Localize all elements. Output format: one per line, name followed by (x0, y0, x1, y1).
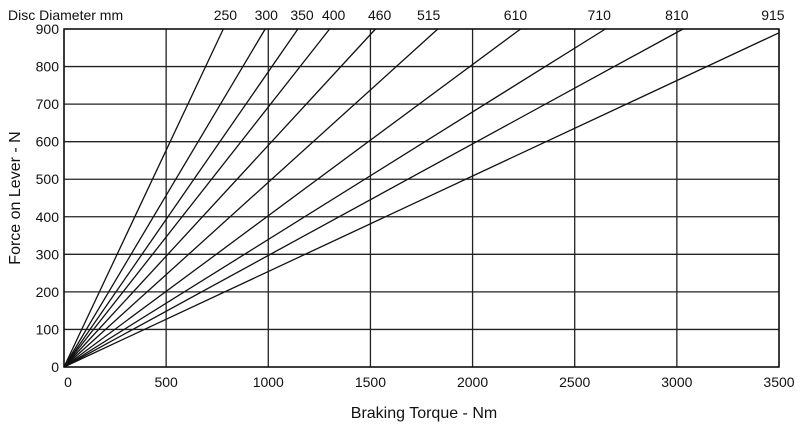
x-tick-labels: 0 500 1000 1500 2000 2500 3000 3500 (64, 374, 795, 390)
y-tick-label: 0 (51, 359, 59, 375)
y-tick-label: 600 (36, 134, 60, 150)
disc-label-610: 610 (504, 7, 528, 23)
y-tick-label: 800 (36, 59, 60, 75)
x-tick-label: 2500 (559, 374, 590, 390)
x-tick-label: 1000 (253, 374, 284, 390)
y-tick-label: 400 (36, 209, 60, 225)
disc-label-300: 300 (255, 7, 279, 23)
disc-label-515: 515 (417, 7, 441, 23)
series-line-810 (63, 28, 684, 368)
x-tick-label: 3000 (661, 374, 692, 390)
disc-label-915: 915 (761, 7, 785, 23)
series-line-300 (63, 28, 266, 368)
series-line-710 (63, 28, 606, 368)
y-tick-label: 700 (36, 96, 60, 112)
y-tick-label: 100 (36, 321, 60, 337)
disc-label-250: 250 (214, 7, 238, 23)
disc-label-350: 350 (290, 7, 314, 23)
x-tick-label: 1500 (355, 374, 386, 390)
series-line-610 (63, 28, 521, 368)
x-tick-label: 500 (154, 374, 178, 390)
x-tick-label: 0 (64, 374, 72, 390)
chart-series-lines (63, 28, 780, 368)
y-tick-label: 500 (36, 171, 60, 187)
y-tick-label: 200 (36, 284, 60, 300)
disc-label-460: 460 (368, 7, 392, 23)
disc-diameter-heading: Disc Diameter mm (8, 7, 123, 23)
y-tick-label: 300 (36, 246, 60, 262)
y-tick-label: 900 (36, 21, 60, 37)
y-axis-title: Force on Lever - N (7, 131, 24, 264)
disc-label-400: 400 (322, 7, 346, 23)
y-tick-labels: 0 100 200 300 400 500 600 700 800 900 (36, 21, 60, 375)
x-tick-label: 2000 (457, 374, 488, 390)
series-line-460 (63, 28, 376, 368)
series-line-250 (63, 28, 224, 368)
series-line-400 (63, 28, 331, 368)
disc-label-810: 810 (665, 7, 689, 23)
disc-label-710: 710 (588, 7, 612, 23)
series-line-515 (63, 28, 439, 368)
disc-diameter-labels: 250 300 350 400 460 515 610 710 810 915 (214, 7, 785, 23)
x-axis-title: Braking Torque - Nm (351, 405, 497, 422)
series-line-915 (63, 32, 780, 368)
x-tick-label: 3500 (763, 374, 794, 390)
plot-frame (63, 28, 780, 368)
series-line-350 (63, 28, 299, 368)
